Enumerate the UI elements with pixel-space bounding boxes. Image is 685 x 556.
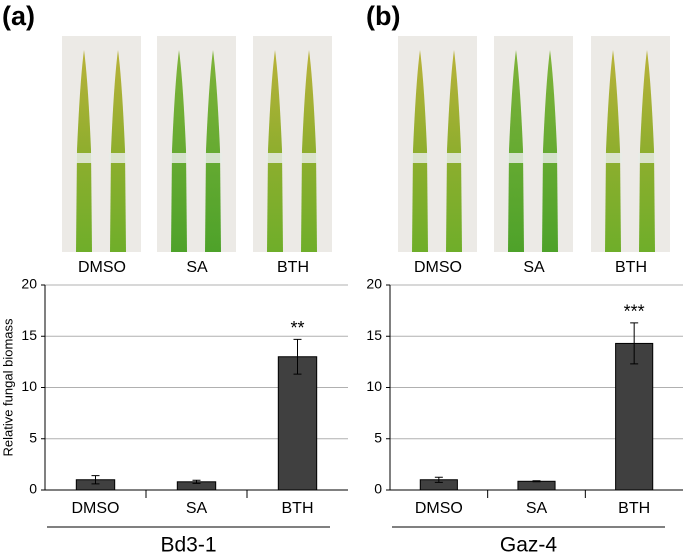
leaf [171,50,187,252]
panel-label: (b) [366,1,400,31]
error-bar [192,479,201,484]
bar [277,356,318,491]
error-bar [630,322,639,365]
tape [638,153,656,163]
tape [170,153,188,163]
x-tick-label: BTH [618,500,650,517]
x-tick-label: DMSO [72,500,120,517]
x-tick-label: SA [526,500,548,517]
tape [604,153,622,163]
leaf [110,50,126,252]
tape [266,153,284,163]
group-label: Gaz-4 [500,534,558,556]
leaf [412,50,428,252]
error-bar [532,480,541,483]
tape [109,153,127,163]
y-tick-label: 20 [21,276,37,292]
leaf [605,50,621,252]
group-label: Bd3-1 [160,534,216,556]
y-tick-label: 0 [29,481,37,497]
y-tick-label: 20 [366,276,382,292]
error-bar [434,476,443,483]
leaf [205,50,221,252]
y-tick-label: 10 [366,378,382,394]
y-tick-label: 10 [21,378,37,394]
panel-label: (a) [2,1,35,31]
photo-label: DMSO [78,259,126,276]
tape [300,153,318,163]
photo [591,36,670,252]
leaf [446,50,462,252]
photo-label: SA [186,259,208,276]
photo [398,36,477,252]
photo [253,36,332,252]
photo-label: SA [523,259,545,276]
y-axis-label: Relative fungal biomass [0,318,15,457]
y-tick-label: 0 [374,481,382,497]
y-tick-label: 15 [21,327,37,343]
tape [507,153,525,163]
y-tick-label: 5 [374,429,382,445]
bar [517,480,556,491]
y-tick-label: 15 [366,327,382,343]
photo-label: DMSO [414,259,462,276]
tape [411,153,429,163]
error-bar [293,338,302,375]
leaf [301,50,317,252]
y-tick-label: 5 [29,429,37,445]
photo [494,36,573,252]
tape [204,153,222,163]
leaf [639,50,655,252]
leaf [542,50,558,252]
leaf [267,50,283,252]
significance: *** [624,302,645,322]
x-tick-label: SA [186,500,208,517]
tape [75,153,93,163]
photo [157,36,236,252]
photo-label: BTH [615,259,647,276]
x-tick-label: DMSO [415,500,463,517]
x-tick-label: BTH [282,500,314,517]
bar [615,342,654,491]
tape [445,153,463,163]
tape [541,153,559,163]
significance: ** [290,318,304,338]
photo [62,36,141,252]
leaf [76,50,92,252]
error-bar [91,475,100,485]
photo-label: BTH [277,259,309,276]
leaf [508,50,524,252]
